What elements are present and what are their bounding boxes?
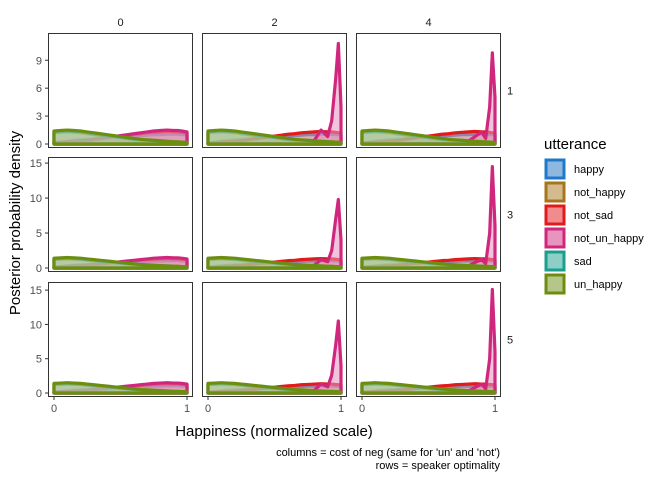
legend-key-sad bbox=[544, 250, 566, 272]
y-tick-label: 6 bbox=[36, 83, 42, 95]
x-axes: 0 1 0 1 0 1 bbox=[51, 397, 498, 415]
y-tick-label: 0 bbox=[36, 263, 42, 275]
density-un_happy bbox=[360, 255, 497, 270]
strip-col-0: 0 bbox=[117, 17, 123, 29]
density-un_happy bbox=[206, 255, 343, 270]
legend-key-not_sad bbox=[544, 204, 566, 226]
panel-border bbox=[356, 33, 501, 148]
y-tick-label: 5 bbox=[36, 354, 42, 366]
legend-key-happy bbox=[544, 158, 566, 180]
density-un_happy bbox=[206, 128, 343, 146]
y-tick-label: 15 bbox=[30, 158, 42, 170]
legend-title: utterance bbox=[544, 136, 607, 153]
strip-row-3: 3 bbox=[507, 210, 513, 222]
legend-item-not_un_happy: not_un_happy bbox=[544, 227, 644, 249]
panel-row1-col4 bbox=[356, 33, 501, 148]
x-tick-label: 1 bbox=[338, 403, 344, 415]
y-tick-label: 0 bbox=[36, 139, 42, 151]
panel-densities bbox=[52, 128, 189, 146]
panel-densities bbox=[206, 41, 343, 146]
legend-item-not_sad: not_sad bbox=[544, 204, 613, 226]
panel-border bbox=[202, 33, 347, 148]
panel-row5-col4 bbox=[356, 282, 501, 397]
caption-line-2: rows = speaker optimality bbox=[376, 460, 501, 472]
density-un_happy bbox=[52, 381, 189, 395]
y-tick-label: 15 bbox=[30, 285, 42, 297]
legend-label-happy: happy bbox=[574, 164, 604, 176]
panel-border bbox=[48, 282, 193, 397]
panel-row3-col0 bbox=[48, 157, 193, 272]
panel-background bbox=[48, 282, 193, 397]
density-un_happy bbox=[360, 128, 497, 146]
x-tick-label: 1 bbox=[184, 403, 190, 415]
panel-densities bbox=[206, 319, 343, 395]
legend-item-not_happy: not_happy bbox=[544, 181, 626, 203]
panel-border bbox=[48, 157, 193, 272]
panel-background bbox=[202, 157, 347, 272]
density-un_happy bbox=[206, 381, 343, 395]
panel-densities bbox=[360, 51, 497, 146]
panel-row5-col2 bbox=[202, 282, 347, 397]
panel-densities bbox=[360, 164, 497, 270]
x-tick-label: 0 bbox=[205, 403, 211, 415]
panel-background bbox=[48, 157, 193, 272]
strip-col-2: 2 bbox=[271, 17, 277, 29]
x-tick-label: 0 bbox=[359, 403, 365, 415]
panel-densities bbox=[52, 255, 189, 270]
panel-row3-col2 bbox=[202, 157, 347, 272]
legend-label-not_happy: not_happy bbox=[574, 187, 626, 199]
legend-label-sad: sad bbox=[574, 256, 592, 268]
legend-item-sad: sad bbox=[544, 250, 592, 272]
y-tick-label: 0 bbox=[36, 388, 42, 400]
panel-border bbox=[48, 33, 193, 148]
panel-border bbox=[202, 157, 347, 272]
panel-row1-col0 bbox=[48, 33, 193, 148]
caption-line-1: columns = cost of neg (same for 'un' and… bbox=[276, 447, 500, 459]
y-tick-label: 9 bbox=[36, 55, 42, 67]
legend-label-un_happy: un_happy bbox=[574, 279, 623, 291]
density-un_happy bbox=[360, 381, 497, 395]
density-un_happy bbox=[52, 255, 189, 270]
legend-key-un_happy bbox=[544, 273, 566, 295]
panel-densities bbox=[206, 197, 343, 270]
strip-row-1: 1 bbox=[507, 86, 513, 98]
legend: utterance happy not_happy not_sad not_un_ha… bbox=[544, 136, 644, 295]
panel-background bbox=[356, 157, 501, 272]
y-tick-label: 10 bbox=[30, 319, 42, 331]
panel-background bbox=[356, 282, 501, 397]
legend-item-happy: happy bbox=[544, 158, 604, 180]
panel-row1-col2 bbox=[202, 33, 347, 148]
y-tick-label: 3 bbox=[36, 111, 42, 123]
density-un_happy bbox=[52, 128, 189, 146]
x-axis-title: Happiness (normalized scale) bbox=[175, 423, 373, 440]
strip-col-4: 4 bbox=[425, 17, 431, 29]
panel-densities bbox=[52, 381, 189, 395]
legend-label-not_sad: not_sad bbox=[574, 210, 613, 222]
strip-row-5: 5 bbox=[507, 335, 513, 347]
x-tick-label: 1 bbox=[492, 403, 498, 415]
y-axis-title: Posterior probability density bbox=[7, 130, 24, 315]
legend-item-un_happy: un_happy bbox=[544, 273, 623, 295]
facet-strips: 0 2 4 1 3 5 bbox=[117, 17, 513, 347]
panel-row3-col4 bbox=[356, 157, 501, 272]
panel-densities bbox=[360, 287, 497, 395]
x-tick-label: 0 bbox=[51, 403, 57, 415]
legend-label-not_un_happy: not_un_happy bbox=[574, 233, 644, 245]
panel-background bbox=[202, 282, 347, 397]
legend-key-not_happy bbox=[544, 181, 566, 203]
y-axes: 0 3 6 9 0 5 10 15 0 5 10 15 bbox=[30, 55, 48, 400]
panel-border bbox=[356, 157, 501, 272]
legend-key-not_un_happy bbox=[544, 227, 566, 249]
panel-row5-col0 bbox=[48, 282, 193, 397]
panel-border bbox=[202, 282, 347, 397]
facet-panels bbox=[48, 33, 501, 397]
y-tick-label: 10 bbox=[30, 193, 42, 205]
panel-border bbox=[356, 282, 501, 397]
y-tick-label: 5 bbox=[36, 228, 42, 240]
